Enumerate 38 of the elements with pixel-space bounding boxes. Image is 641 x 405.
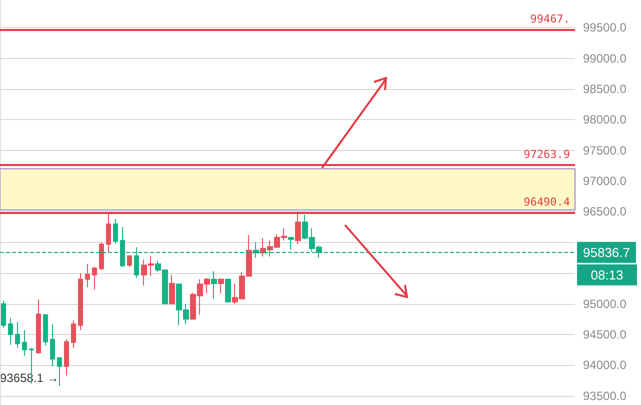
candlestick [8,317,13,346]
text: 08:13 [590,267,624,282]
candlestick [78,272,83,331]
y-tick-label: 96500.0 [583,204,627,219]
candlestick [64,338,69,376]
candlestick [57,357,62,387]
candlestick [85,263,90,288]
y-tick-label: 98000.0 [583,112,627,127]
y-tick-label: 93500.0 [583,388,627,403]
candlestick [50,324,55,367]
candlestick [218,278,224,294]
candlestick [106,213,111,254]
y-tick-label: 95000.0 [583,296,627,311]
ref-line-label: 96490.4 [524,195,570,208]
y-tick-label: 98500.0 [583,82,627,96]
candlestick [22,330,27,356]
candlestick [92,266,97,290]
candlestick [127,255,132,268]
y-tick-label: 97500.0 [583,143,627,158]
candlestick [113,218,118,244]
y-tick-label: 97000.0 [583,174,627,188]
y-tick-label: 99500.0 [583,20,627,35]
candlestick [169,274,175,304]
ref-line-label: 95836.7 [583,244,630,260]
candlestick [99,242,104,270]
ref-line-label: 99467. [530,12,570,26]
candlestick [211,270,217,300]
y-tick-label: 94000.0 [583,358,627,372]
candlestick [225,278,231,302]
candlestick [15,322,20,348]
candlestick [295,211,301,245]
candlestick [71,320,76,348]
candlestick [43,314,48,346]
candlestick [288,236,294,250]
ref-line-label: 97263.9 [524,148,570,161]
y-tick-label: 94500.0 [583,327,627,342]
y-tick-label: 99000.0 [583,51,627,66]
candlestick [36,298,41,354]
